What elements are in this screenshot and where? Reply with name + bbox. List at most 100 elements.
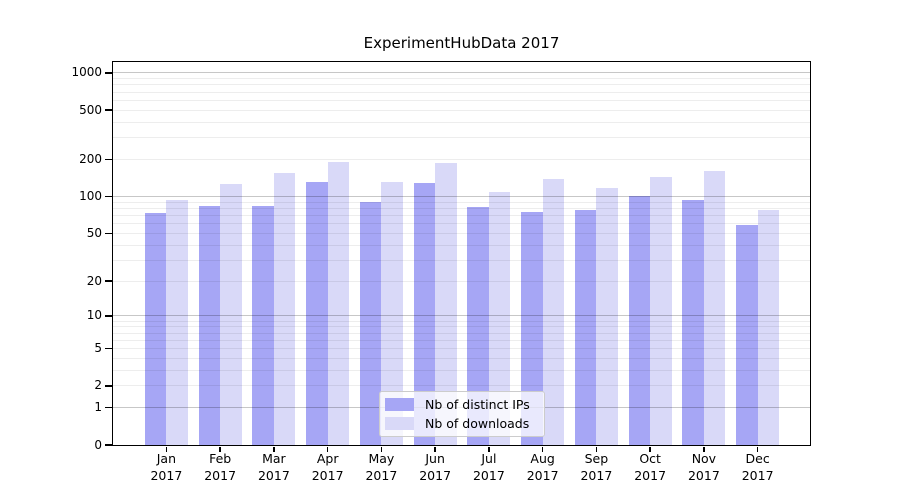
bar-ips-nov — [682, 200, 704, 445]
x-tick-label-oct: Oct 2017 — [634, 451, 667, 483]
bar-ips-dec — [736, 225, 758, 445]
y-tick-mark-20 — [105, 280, 112, 282]
bar-downloads-dec — [757, 209, 780, 445]
y-tick-label-500: 500 — [79, 102, 102, 117]
bar-ips-aug — [521, 211, 543, 445]
gridline-minor — [113, 348, 810, 349]
x-tick-mark-oct — [649, 446, 651, 452]
x-tick-label-may: May 2017 — [365, 451, 398, 483]
gridline-minor — [113, 244, 810, 246]
x-tick-label-nov: Nov 2017 — [687, 451, 720, 483]
gridline-minor — [113, 357, 810, 359]
y-tick-mark-1000 — [105, 72, 112, 74]
gridline-minor — [113, 326, 810, 328]
legend-label-downloads: Nb of downloads — [425, 415, 530, 431]
gridline-minor — [113, 332, 810, 334]
bar-downloads-jul — [488, 192, 511, 445]
gridline-minor — [113, 91, 810, 93]
bar-downloads-aug — [542, 179, 565, 445]
y-tick-label-2: 2 — [94, 378, 102, 393]
bar-ips-mar — [252, 206, 274, 445]
plot-area — [113, 62, 810, 445]
legend-item-distinct-ips: Nb of distinct IPs — [385, 397, 536, 412]
bar-downloads-mar — [273, 173, 296, 445]
bar-downloads-sep — [596, 188, 618, 445]
gridline-minor — [113, 259, 810, 261]
bar-downloads-jun — [435, 163, 457, 445]
bar-downloads-may — [381, 182, 403, 445]
chart-title: ExperimentHubData 2017 — [363, 34, 560, 52]
bar-ips-apr — [306, 182, 328, 445]
legend-swatch-downloads — [385, 416, 414, 430]
y-tick-mark-0 — [105, 444, 112, 446]
x-tick-mark-feb — [219, 446, 221, 452]
x-tick-mark-jan — [165, 446, 168, 452]
gridline-minor — [113, 320, 810, 322]
bar-downloads-oct — [650, 176, 672, 445]
gridline-minor — [113, 207, 810, 209]
y-tick-mark-200 — [105, 158, 112, 161]
gridline-minor — [113, 137, 810, 139]
y-tick-mark-1 — [105, 406, 112, 409]
x-tick-mark-mar — [273, 446, 275, 452]
gridline-minor — [113, 385, 810, 387]
gridline-minor — [113, 369, 810, 371]
legend-label-distinct-ips: Nb of distinct IPs — [425, 397, 530, 413]
x-tick-label-aug: Aug 2017 — [526, 451, 559, 483]
bar-ips-jun — [413, 183, 436, 445]
gridline-minor — [113, 121, 810, 123]
bar-downloads-nov — [703, 170, 726, 445]
y-tick-label-50: 50 — [86, 225, 102, 240]
y-tick-label-0: 0 — [94, 437, 102, 452]
gridline-major — [113, 72, 810, 74]
y-tick-label-5: 5 — [94, 341, 102, 355]
x-tick-label-dec: Dec 2017 — [741, 451, 774, 483]
y-tick-label-10: 10 — [86, 308, 102, 323]
bar-ips-jan — [144, 213, 167, 445]
y-tick-mark-500 — [105, 109, 112, 111]
bar-downloads-jan — [166, 200, 188, 445]
gridline-minor — [113, 339, 810, 341]
gridline-major — [113, 195, 810, 197]
x-tick-label-jun: Jun 2017 — [419, 451, 452, 483]
y-tick-label-200: 200 — [79, 151, 102, 166]
gridline-minor — [113, 201, 810, 203]
legend-swatch-distinct-ips — [385, 398, 414, 412]
y-tick-label-1: 1 — [94, 400, 102, 415]
y-tick-label-100: 100 — [79, 188, 102, 203]
y-tick-mark-50 — [105, 232, 112, 234]
gridline-minor — [113, 158, 810, 160]
y-tick-mark-10 — [105, 315, 112, 317]
gridline-minor — [113, 99, 810, 101]
legend-item-downloads: Nb of downloads — [385, 416, 536, 431]
gridline-major — [113, 315, 810, 317]
y-tick-label-1000: 1000 — [71, 65, 102, 80]
x-tick-label-mar: Mar 2017 — [257, 451, 290, 483]
x-tick-mark-dec — [756, 446, 759, 452]
x-tick-mark-sep — [595, 446, 598, 452]
x-tick-label-feb: Feb 2017 — [204, 451, 237, 483]
gridline-minor — [113, 223, 810, 225]
gridline-minor — [113, 280, 810, 282]
y-tick-mark-100 — [105, 195, 112, 198]
x-tick-label-sep: Sep 2017 — [580, 451, 613, 483]
x-tick-mark-jul — [488, 446, 490, 452]
legend: Nb of distinct IPs Nb of downloads — [379, 391, 545, 437]
gridline-minor — [113, 84, 810, 86]
x-tick-label-apr: Apr 2017 — [311, 451, 344, 483]
gridline-minor — [113, 232, 810, 234]
bar-ips-feb — [198, 205, 221, 445]
x-tick-label-jul: Jul 2017 — [472, 451, 505, 483]
y-tick-label-20: 20 — [86, 273, 102, 288]
bar-downloads-feb — [220, 184, 242, 445]
bar-ips-may — [359, 201, 382, 445]
y-tick-mark-2 — [105, 385, 112, 387]
gridline-minor — [113, 109, 810, 111]
bar-ips-oct — [628, 195, 651, 445]
x-tick-mark-jun — [434, 446, 436, 452]
x-tick-mark-aug — [541, 446, 544, 452]
x-tick-mark-may — [380, 446, 383, 452]
gridline-minor — [113, 214, 810, 216]
y-tick-mark-5 — [105, 347, 112, 350]
